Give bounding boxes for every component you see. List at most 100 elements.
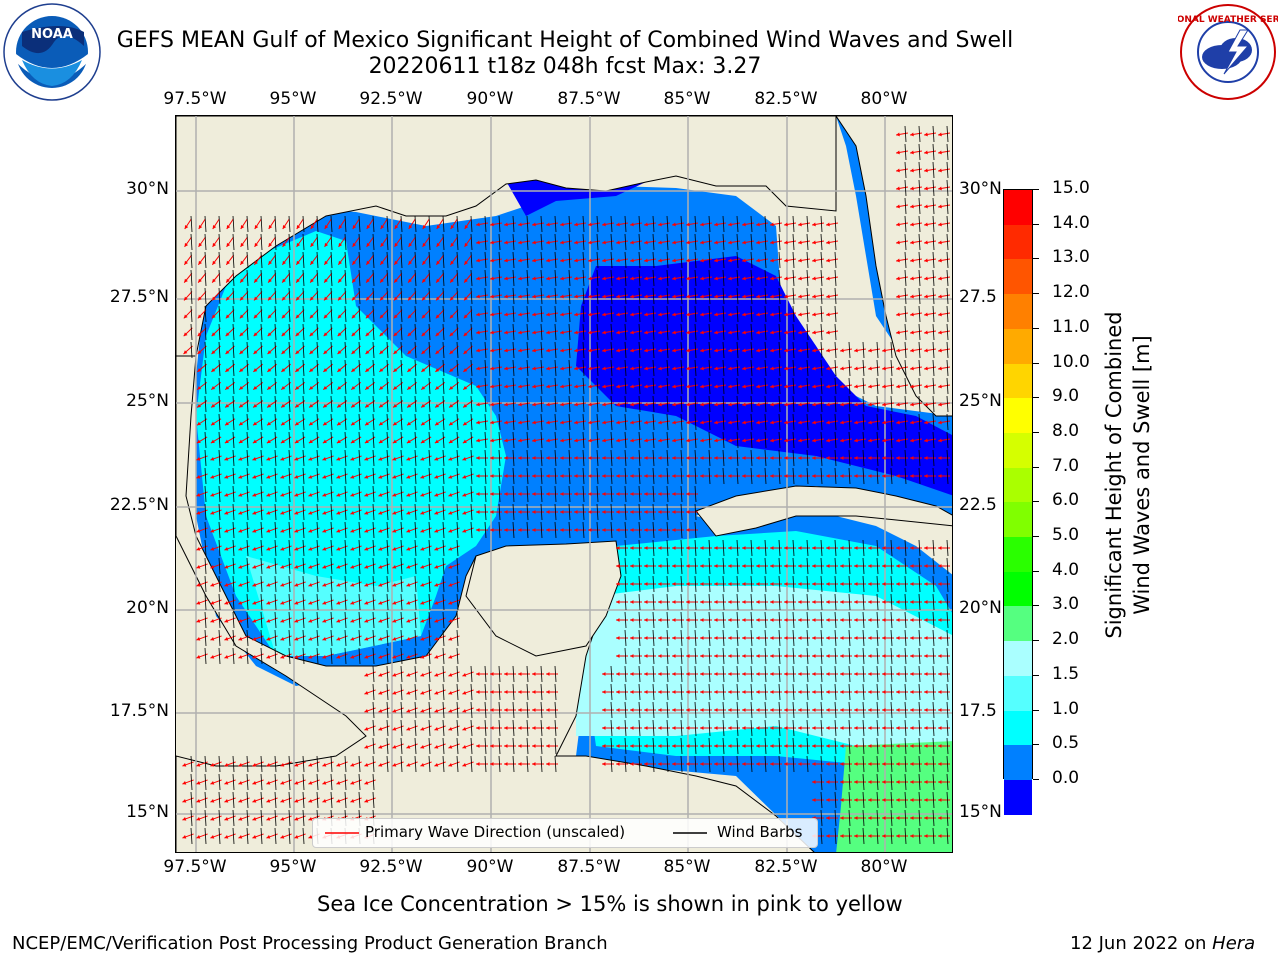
wave-arrow-head xyxy=(532,672,536,676)
wave-arrow-head xyxy=(602,762,606,766)
wave-arrow-head xyxy=(210,421,215,426)
wind-barb xyxy=(596,503,599,521)
wind-barb xyxy=(582,251,585,269)
wave-arrow-head xyxy=(546,744,550,748)
wind-barb xyxy=(792,251,795,269)
wave-arrow-head xyxy=(364,421,369,426)
wind-barb xyxy=(764,251,767,269)
wind-barb xyxy=(218,809,221,827)
wind-barb xyxy=(694,611,697,629)
wave-arrow-head xyxy=(392,673,397,677)
wave-arrow-head xyxy=(938,294,942,299)
wind-barb xyxy=(414,593,417,611)
wave-arrow-head xyxy=(686,456,690,460)
wind-barb xyxy=(274,557,277,575)
wind-barb xyxy=(428,593,431,611)
wind-barb xyxy=(806,305,809,323)
wind-barb xyxy=(442,521,445,539)
wind-barb xyxy=(498,719,501,737)
wave-arrow-head xyxy=(616,510,620,514)
wave-arrow-head xyxy=(267,332,272,337)
wind-barb xyxy=(526,251,529,269)
wave-arrow-head xyxy=(756,582,760,586)
wave-arrow-head xyxy=(449,314,454,319)
wave-arrow-head xyxy=(896,330,900,335)
wave-arrow-head xyxy=(448,529,453,533)
colorbar-tick-label: 3.0 xyxy=(1052,594,1080,615)
wave-arrow-head xyxy=(364,547,369,551)
wave-arrow-head xyxy=(183,296,188,301)
wind-barb xyxy=(848,773,851,791)
wave-arrow-head xyxy=(464,242,469,247)
wind-barb xyxy=(484,215,487,233)
wave-arrow-head xyxy=(630,636,634,640)
wind-barb xyxy=(736,449,739,467)
wave-arrow-head xyxy=(364,619,369,623)
wind-barb xyxy=(778,683,781,701)
wave-arrow-head xyxy=(282,260,287,265)
wave-arrow-head xyxy=(280,601,285,605)
wind-barb xyxy=(526,683,529,701)
wave-arrow-head xyxy=(686,258,690,263)
wind-barb xyxy=(274,539,277,557)
wave-arrow-head xyxy=(896,204,900,209)
wind-barb xyxy=(666,701,669,719)
wave-arrow-head xyxy=(560,312,564,317)
wind-barb xyxy=(876,683,879,701)
wind-barb xyxy=(260,359,263,377)
wave-arrow-head xyxy=(532,384,536,389)
wave-arrow-head xyxy=(616,366,620,371)
wind-barb xyxy=(708,449,711,467)
wave-arrow-head xyxy=(938,186,942,191)
wave-arrow-head xyxy=(854,456,858,460)
wave-arrow-head xyxy=(910,636,914,640)
wave-arrow-head xyxy=(532,294,536,299)
wind-barb xyxy=(344,593,347,611)
wave-arrow-head xyxy=(644,708,648,712)
wind-barb xyxy=(750,341,753,359)
wind-barb xyxy=(694,269,697,287)
wave-arrow-head xyxy=(672,474,676,478)
wave-arrow-head xyxy=(644,438,648,443)
wind-barb xyxy=(876,827,879,845)
wind-barb xyxy=(778,269,781,287)
wave-arrow-head xyxy=(407,403,412,408)
wave-arrow-head xyxy=(630,276,634,281)
wave-arrow-head xyxy=(407,296,412,301)
wind-barb xyxy=(344,341,347,359)
wave-arrow-head xyxy=(532,474,536,478)
wave-arrow-head xyxy=(406,637,411,641)
wind-barb xyxy=(246,233,249,251)
wind-barb xyxy=(708,377,711,395)
wind-barb xyxy=(834,539,837,557)
wind-barb xyxy=(680,467,683,485)
colorbar-tick-label: 12.0 xyxy=(1052,282,1090,303)
wind-barb xyxy=(442,593,445,611)
wind-barb xyxy=(330,503,333,521)
wave-arrow-head xyxy=(294,529,299,533)
wave-arrow-head xyxy=(896,564,900,568)
wave-arrow-head xyxy=(196,637,201,641)
wave-arrow-head xyxy=(728,762,732,766)
wave-arrow-head xyxy=(644,546,648,550)
wind-barb xyxy=(778,719,781,737)
wind-barb xyxy=(456,683,459,701)
wave-arrow-head xyxy=(826,564,830,568)
wind-barb xyxy=(232,359,235,377)
wind-barb xyxy=(792,233,795,251)
wind-barb xyxy=(750,269,753,287)
wind-barb xyxy=(610,467,613,485)
wind-barb xyxy=(526,431,529,449)
wave-arrow-head xyxy=(588,474,592,478)
wind-barb xyxy=(638,431,641,449)
wave-arrow-head xyxy=(896,168,900,173)
wind-barb xyxy=(792,269,795,287)
wave-arrow-head xyxy=(826,222,830,227)
wind-barb xyxy=(568,269,571,287)
wave-arrow-head xyxy=(378,637,383,641)
wave-arrow-head xyxy=(518,456,522,460)
wave-arrow-head xyxy=(910,150,914,155)
wave-arrow-head xyxy=(366,278,370,283)
wave-arrow-head xyxy=(686,672,690,676)
wave-arrow-head xyxy=(211,314,216,319)
